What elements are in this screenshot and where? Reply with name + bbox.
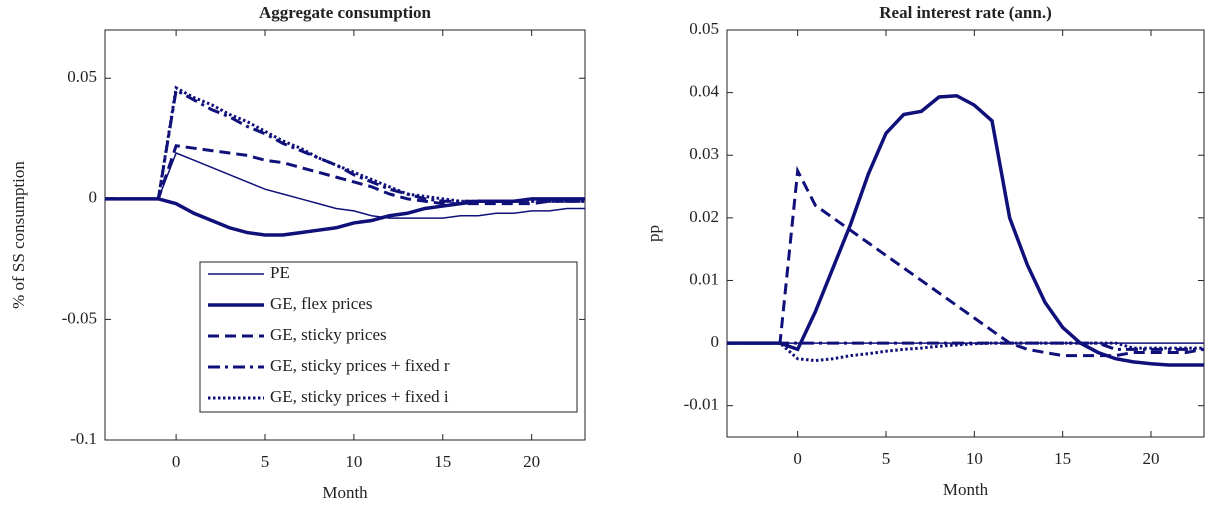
y-axis-label: % of SS consumption [9, 161, 28, 309]
legend-label: GE, flex prices [270, 294, 372, 313]
series-line [727, 93, 1204, 367]
y-tick-label: 0.05 [689, 19, 719, 38]
series-line [105, 152, 585, 219]
series-line [727, 341, 1204, 363]
x-tick-label: 5 [882, 449, 891, 468]
y-tick-label: -0.1 [70, 429, 97, 448]
chart-title: Real interest rate (ann.) [879, 3, 1051, 22]
y-axis-label: pp [644, 225, 663, 242]
legend-label: GE, sticky prices + fixed r [270, 356, 450, 375]
y-tick-label: -0.05 [62, 308, 97, 327]
x-tick-label: 0 [172, 452, 181, 471]
x-tick-label: 20 [523, 452, 540, 471]
x-tick-label: 0 [793, 449, 802, 468]
y-tick-label: 0 [711, 332, 720, 351]
x-tick-label: 15 [1054, 449, 1071, 468]
series-line [727, 165, 1204, 358]
x-axis-label: Month [943, 480, 989, 499]
chart-title: Aggregate consumption [259, 3, 432, 22]
plot-area [726, 29, 1205, 438]
y-tick-label: 0.04 [689, 82, 719, 101]
series-line [727, 341, 1204, 351]
series-line [105, 87, 585, 203]
x-tick-label: 10 [966, 449, 983, 468]
y-tick-label: -0.01 [684, 395, 719, 414]
legend-label: GE, sticky prices + fixed i [270, 387, 449, 406]
x-tick-label: 20 [1143, 449, 1160, 468]
legend-label: PE [270, 263, 290, 282]
y-tick-label: 0.05 [67, 67, 97, 86]
x-tick-label: 15 [434, 452, 451, 471]
y-tick-label: 0 [89, 188, 98, 207]
y-tick-label: 0.02 [689, 207, 719, 226]
x-axis-label: Month [322, 483, 368, 502]
x-tick-label: 5 [261, 452, 270, 471]
legend-label: GE, sticky prices [270, 325, 387, 344]
y-tick-label: 0.03 [689, 144, 719, 163]
series-line [105, 197, 585, 237]
series-line [105, 144, 585, 206]
y-tick-label: 0.01 [689, 269, 719, 288]
series-line [105, 85, 585, 203]
x-tick-label: 10 [345, 452, 362, 471]
